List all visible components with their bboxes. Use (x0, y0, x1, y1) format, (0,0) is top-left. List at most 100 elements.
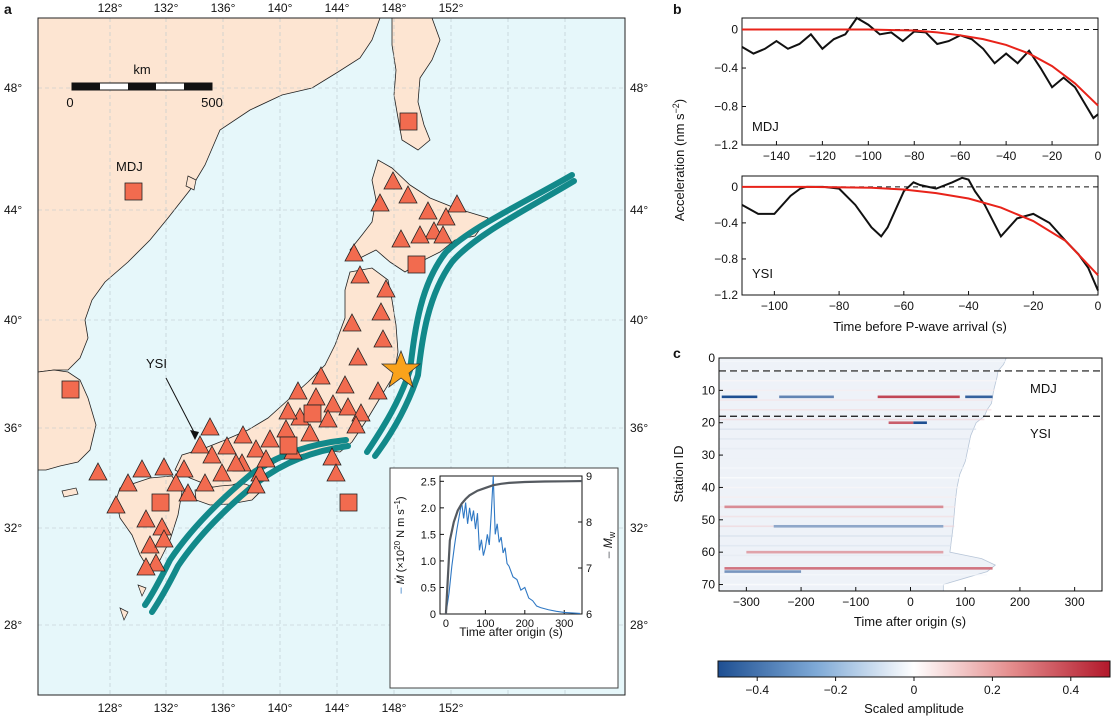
heatmap-station-row (719, 370, 1004, 372)
station-triangle (398, 185, 418, 204)
heatmap-station-row (719, 399, 993, 401)
inset-plot-frame (439, 475, 583, 615)
mdj-observed-line (741, 16, 1099, 120)
station-triangle (371, 302, 391, 321)
mdj-ytick-label: 0 (731, 23, 738, 37)
small-islands (61, 175, 197, 621)
heatmap-highlight-row (773, 524, 944, 528)
inset-ylabel-left: – Ṁ (×1020 N m s−1) (393, 496, 407, 593)
map-frame (37, 17, 626, 696)
colorbar-tick-label: 0.4 (1062, 683, 1079, 697)
lon-label-top: 136° (211, 1, 236, 15)
lon-label-bottom: 140° (268, 701, 293, 715)
inset-ylabel-right: – Mw (601, 531, 617, 558)
lat-label-right: 48° (630, 81, 648, 95)
lat-label-right: 32° (630, 521, 648, 535)
lon-label-top: 128° (98, 1, 123, 15)
station-triangle (348, 347, 368, 366)
heatmap-station-row (719, 467, 966, 469)
ysi-xtick-label: −100 (761, 299, 788, 313)
ysi-ytick-label: −0.4 (714, 216, 738, 230)
ysi-acceleration-plot: YSI Time before P-wave arrival (s) −100 −… (714, 175, 1102, 334)
heatmap-station-row (719, 447, 971, 450)
colorbar-tick-label: −0.2 (824, 683, 848, 697)
station-triangle (342, 313, 362, 332)
mdj-acceleration-plot: MDJ −140 −120 −100 −80 −60 −40 −20 0 0 −0.4 −0.8 −1… (714, 16, 1102, 163)
inset-ytick-left-label: 1.5 (421, 529, 436, 541)
ysi-pointer (165, 377, 196, 435)
heatmap-station-row (719, 457, 968, 460)
lon-label-top: 140° (268, 1, 293, 15)
station-triangle (350, 265, 370, 284)
lon-label-bottom: 128° (98, 701, 123, 715)
station-triangle (322, 447, 342, 466)
lon-label-top: 152° (439, 1, 464, 15)
station-triangle (433, 225, 453, 244)
station-triangle (370, 193, 390, 212)
ysi-ytick-label: −1.2 (714, 288, 738, 302)
mdj-model-line (742, 28, 1099, 107)
inset-ytick-left-label: 0.5 (421, 582, 436, 594)
station-triangle (200, 417, 220, 436)
inset-ytick-left-label: 2.5 (421, 476, 436, 488)
inset-ytick-right-label: 6 (586, 609, 592, 621)
lon-label-bottom: 148° (382, 701, 407, 715)
lat-label-left: 36° (4, 421, 22, 435)
colorbar-gradient (717, 660, 1111, 678)
ysi-pointer-head (190, 430, 199, 440)
heatmap-station-row (719, 379, 997, 382)
heatmap-highlight-row (888, 421, 914, 425)
station-triangle (178, 483, 198, 502)
station-triangle (344, 243, 364, 262)
inset-ytick-right-label: 7 (586, 563, 592, 575)
inset-lines (444, 475, 583, 615)
mdj-plot-station-label: MDJ (752, 119, 779, 134)
scale-bar-end: 500 (201, 95, 223, 110)
heatmap-station-row (719, 428, 977, 430)
heatmap-xtick-label: 200 (1010, 595, 1030, 609)
ysi-plot-station-label: YSI (752, 266, 773, 281)
station-triangle (154, 457, 174, 476)
lat-label-right: 28° (630, 618, 648, 632)
ysi-xtick-label: −20 (1023, 299, 1044, 313)
heatmap-station-row (719, 544, 952, 547)
station-triangle (217, 436, 237, 455)
heatmap-cells (719, 358, 1007, 591)
station-triangle (154, 529, 174, 548)
scale-bar: km 0 500 (66, 62, 222, 110)
ysi-plot-xlabel: Time before P-wave arrival (s) (833, 319, 1007, 334)
station-triangle (300, 423, 320, 442)
heatmap-group-label-mdj: MDJ (1030, 381, 1057, 396)
lat-label-right: 36° (630, 421, 648, 435)
mdj-xtick-label: −80 (904, 149, 925, 163)
station-triangle (166, 473, 186, 492)
heatmap-ylabel: Station ID (671, 445, 686, 502)
korea-peninsula (38, 369, 97, 471)
heatmap-station-row (719, 438, 971, 440)
mdj-plot-frame (741, 17, 1099, 146)
mdj-xtick-label: −100 (855, 149, 882, 163)
heatmap-ytick-label: 40 (702, 480, 716, 494)
station-triangle (278, 401, 298, 420)
heatmap-ytick-label: 10 (702, 383, 716, 397)
lat-label-left: 40° (4, 313, 22, 327)
heatmap-station-row (719, 496, 958, 498)
heatmap-ytick-label: 30 (702, 448, 716, 462)
heatmap-highlight-row (877, 395, 960, 399)
lat-label-left: 32° (4, 521, 22, 535)
station-triangle (195, 473, 215, 492)
colorbar: Scaled amplitude −0.4 −0.2 0 0.2 0.4 (717, 660, 1111, 716)
lat-label-right: 44° (630, 203, 648, 217)
station-triangle (140, 535, 160, 554)
acceleration-ylabel: Acceleration (nm s−2) (671, 99, 687, 221)
station-triangle (338, 397, 358, 416)
station-square (279, 436, 298, 455)
lat-label-right: 40° (630, 313, 648, 327)
map-lat-labels: 48° 44° 40° 36° 32° 28° 48° 44° 40° 36° … (4, 81, 648, 632)
asia-landmass (38, 18, 381, 373)
station-triangle (202, 445, 222, 464)
station-triangle (233, 425, 253, 444)
station-triangle (376, 279, 396, 298)
station-triangle (136, 509, 156, 528)
